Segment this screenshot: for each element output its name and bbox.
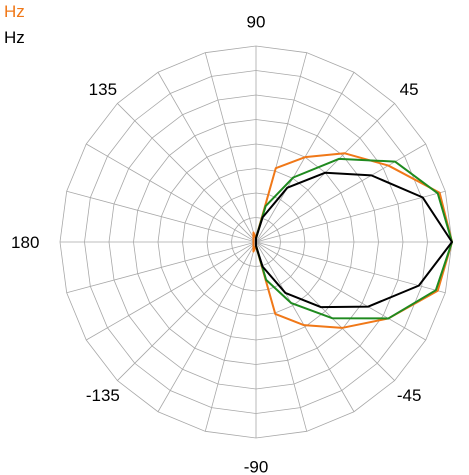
angle-label-90: 90 [247,12,266,31]
grid-spoke [157,241,257,412]
series-line-2 [255,171,453,309]
grid-spoke [86,143,257,243]
angle-label--45: -45 [397,386,422,405]
grid-spoke [255,241,395,381]
angle-label-45: 45 [400,80,419,99]
grid-spoke [157,72,257,243]
angle-label-135: 135 [89,80,117,99]
angle-labels: 04590135180-135-90-45 [11,12,422,475]
angle-label--90: -90 [244,458,269,475]
grid-spoke [255,241,446,294]
grid-spoke [117,103,257,243]
legend-label-orange: Hz [4,2,25,21]
grid-spoke [66,190,257,243]
grid-spoke [204,241,257,432]
grid-spoke [255,241,355,412]
grid-spoke [255,190,446,243]
grid-spoke [255,241,426,341]
polar-grid [59,45,453,439]
angle-label-180: 180 [11,233,39,252]
grid-spoke [86,241,257,341]
angle-label--135: -135 [86,386,120,405]
grid-spoke [255,143,426,243]
grid-spoke [66,241,257,294]
series-line-0 [252,152,453,329]
series-group [252,152,453,329]
grid-spoke [204,52,257,243]
series-line-1 [255,157,453,320]
legend-label-black: Hz [4,28,25,47]
grid-spoke [117,241,257,381]
